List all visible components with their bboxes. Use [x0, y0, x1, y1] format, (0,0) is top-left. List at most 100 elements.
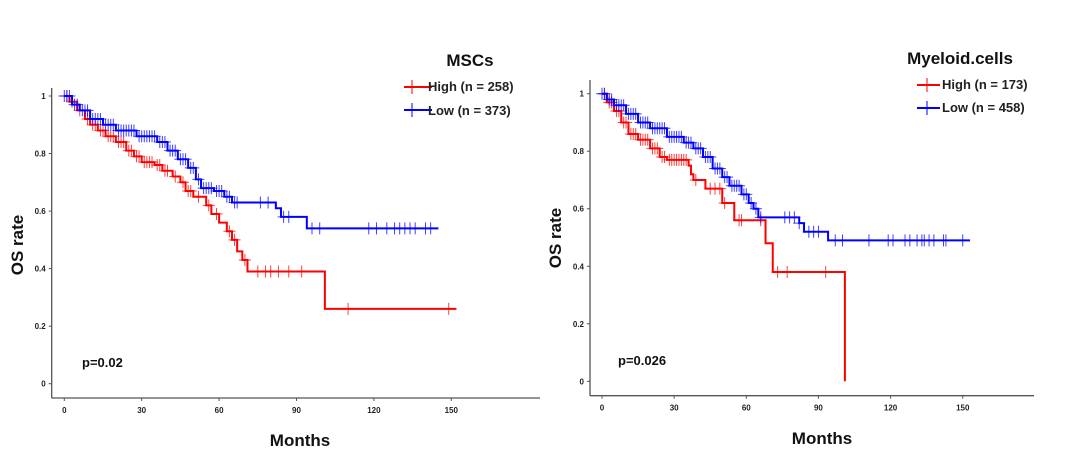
y-tick-label: 0.4: [573, 262, 585, 271]
y-tick-label: 0: [41, 380, 46, 389]
y-tick-label: 0.8: [573, 147, 585, 156]
censor-mark: [721, 171, 734, 184]
censor-mark: [192, 190, 205, 203]
censor-mark: [745, 196, 758, 209]
censor-mark: [629, 107, 642, 120]
censor-mark: [148, 130, 161, 143]
legend-label-high: High (n = 258): [428, 79, 514, 94]
censor-mark: [169, 144, 182, 157]
y-tick-label: 0.2: [573, 320, 585, 329]
censor-mark: [740, 188, 753, 201]
censor-mark: [342, 302, 355, 315]
censor-mark: [735, 214, 748, 227]
censor-mark: [81, 104, 94, 117]
censor-mark: [733, 179, 746, 192]
y-tick-label: 1: [41, 92, 46, 101]
censor-mark: [133, 150, 146, 163]
censor-mark: [313, 222, 326, 235]
censor-mark: [629, 127, 642, 140]
y-tick-label: 0.6: [573, 205, 585, 214]
censor-mark: [153, 159, 166, 172]
censor-mark: [71, 98, 84, 111]
legend-label-high: High (n = 173): [942, 77, 1028, 92]
censor-mark: [205, 182, 218, 195]
censor-mark: [956, 234, 969, 247]
censor-mark: [641, 116, 654, 129]
censor-mark: [620, 116, 633, 129]
censor-mark: [704, 150, 717, 163]
x-tick-label: 30: [670, 404, 679, 413]
censor-mark: [272, 265, 285, 278]
censor-mark: [675, 130, 688, 143]
x-tick-label: 120: [884, 404, 898, 413]
censor-mark: [788, 211, 801, 224]
censor-mark: [295, 265, 308, 278]
y-tick-label: 0.6: [35, 207, 47, 216]
censor-mark: [262, 196, 275, 209]
censor-mark: [836, 234, 849, 247]
censor-mark: [179, 153, 192, 166]
censor-mark: [658, 150, 671, 163]
censor-mark: [819, 266, 832, 279]
x-axis-label: Months: [792, 429, 852, 448]
censor-mark: [887, 234, 900, 247]
censor-mark: [617, 99, 630, 112]
censor-mark: [228, 233, 241, 246]
censor-mark: [658, 122, 671, 135]
x-tick-label: 90: [292, 406, 301, 415]
censor-mark: [781, 266, 794, 279]
p-value: p=0.02: [82, 355, 123, 370]
censor-mark: [754, 211, 767, 224]
y-tick-label: 0.2: [35, 322, 47, 331]
censor-mark: [63, 90, 76, 102]
censor-mark: [689, 173, 702, 186]
x-tick-label: 60: [742, 404, 751, 413]
y-tick-label: 1: [580, 90, 585, 99]
y-tick-label: 0.4: [35, 265, 47, 274]
km-plot-myeloid-cells: Myeloid.cells OS rate Months p=0.026 Hig…: [546, 49, 1034, 448]
survival-curve-low: [64, 95, 439, 230]
x-tick-label: 120: [367, 406, 381, 415]
y-axis-label: OS rate: [8, 215, 27, 275]
y-axis-label: OS rate: [546, 208, 565, 268]
censor-mark: [169, 170, 182, 183]
censor-mark: [680, 153, 693, 166]
censor-mark: [442, 302, 455, 315]
censor-mark: [370, 222, 383, 235]
legend-label-low: Low (n = 458): [942, 100, 1025, 115]
censor-mark: [939, 234, 952, 247]
censor-mark: [718, 196, 731, 209]
y-tick-label: 0.8: [35, 150, 47, 159]
y-tick-label: 0: [580, 377, 585, 386]
censor-mark: [146, 156, 159, 169]
censor-mark: [605, 93, 618, 106]
censor-mark: [202, 199, 215, 212]
censor-mark: [231, 196, 244, 209]
censor-mark: [187, 161, 200, 174]
censor-mark: [409, 222, 422, 235]
x-tick-label: 0: [62, 406, 67, 415]
censor-mark: [184, 184, 197, 197]
p-value: p=0.026: [618, 353, 666, 368]
censor-mark: [117, 136, 130, 149]
censor-mark: [694, 142, 707, 155]
censor-mark: [862, 234, 875, 247]
censor-mark: [192, 173, 205, 186]
censor-mark: [749, 202, 762, 215]
legend-label-low: Low (n = 373): [428, 103, 511, 118]
x-tick-label: 30: [137, 406, 146, 415]
censor-mark: [94, 113, 107, 126]
censor-mark: [223, 225, 236, 238]
censor-mark: [812, 225, 825, 238]
censor-mark: [127, 124, 140, 137]
censor-mark: [176, 176, 189, 189]
censor-mark: [651, 142, 664, 155]
censor-mark: [223, 190, 236, 203]
censor-mark: [238, 253, 251, 266]
plot-title: Myeloid.cells: [907, 49, 1013, 68]
censor-mark: [125, 144, 138, 157]
x-tick-label: 150: [956, 404, 970, 413]
censor-mark: [97, 124, 109, 137]
censor-mark: [424, 222, 437, 235]
